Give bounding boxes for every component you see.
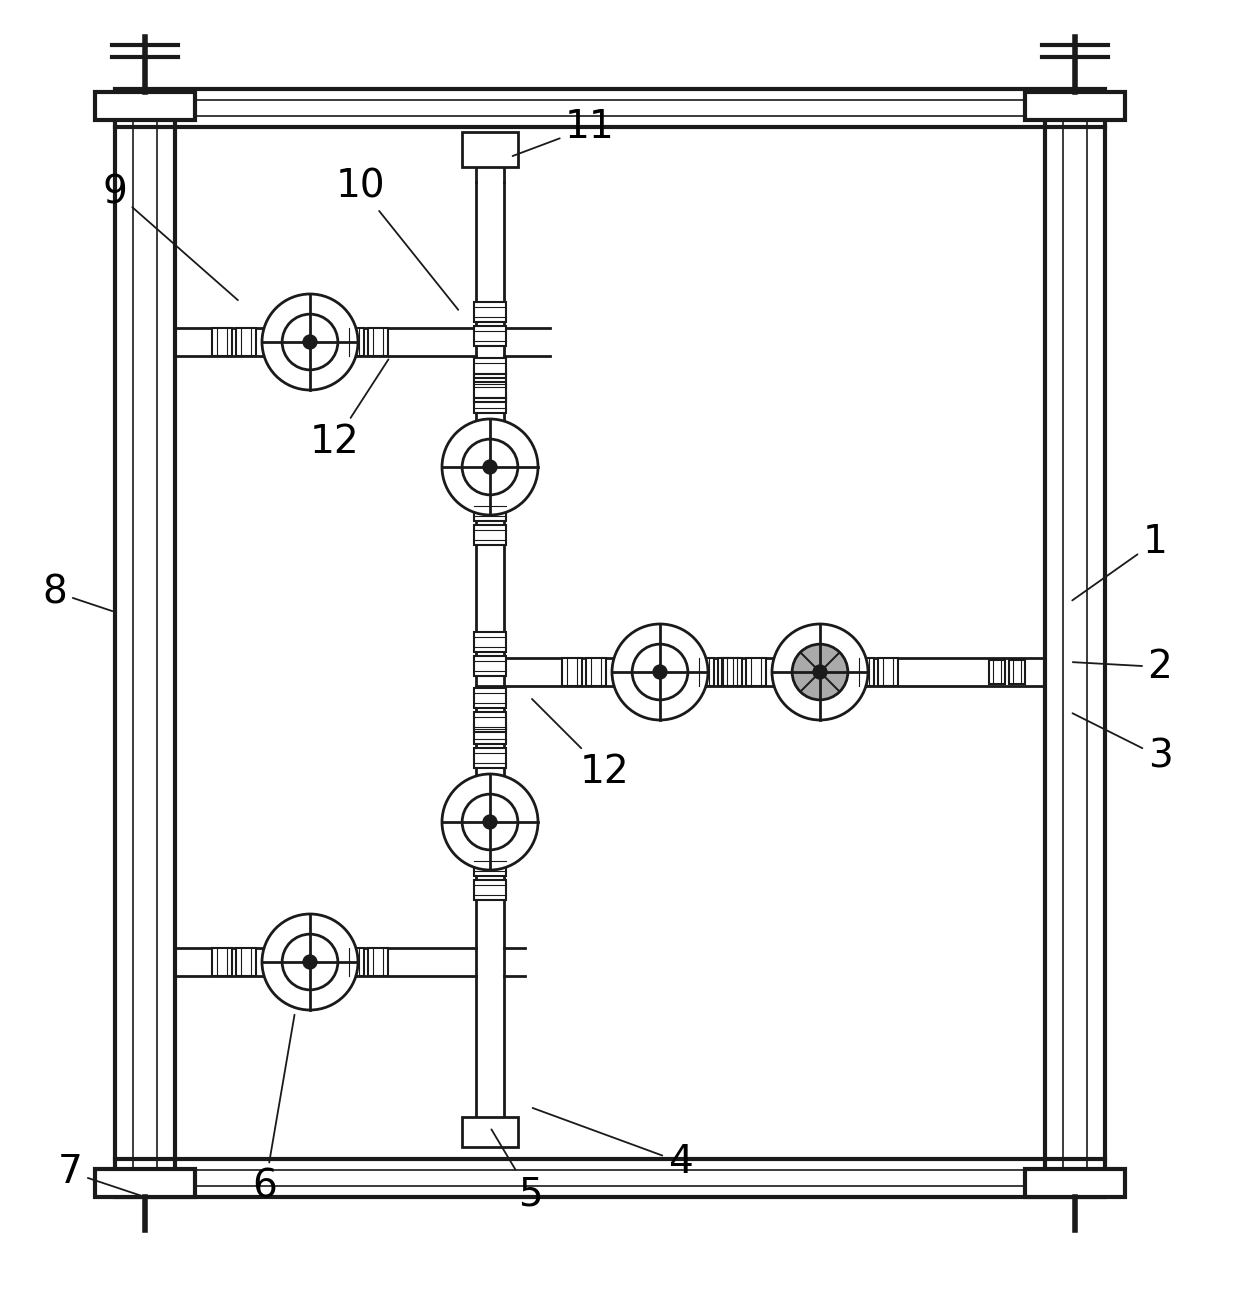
Text: 10: 10	[335, 168, 459, 310]
Bar	[474, 749, 506, 768]
Circle shape	[441, 419, 538, 516]
Circle shape	[283, 314, 337, 370]
Bar	[1009, 660, 1025, 684]
Text: 11: 11	[512, 108, 615, 156]
Bar	[562, 658, 582, 686]
Bar	[474, 326, 506, 346]
Bar	[474, 501, 506, 521]
Bar	[878, 658, 898, 686]
Text: 12: 12	[310, 359, 388, 461]
Bar	[746, 658, 766, 686]
Text: 12: 12	[532, 699, 630, 792]
Bar	[343, 328, 365, 355]
Circle shape	[262, 294, 358, 391]
Circle shape	[484, 816, 496, 828]
Circle shape	[792, 644, 848, 700]
Circle shape	[632, 644, 688, 700]
Bar	[368, 328, 388, 355]
Bar	[236, 328, 255, 355]
Bar	[474, 656, 506, 676]
Text: 4: 4	[533, 1108, 692, 1181]
Circle shape	[613, 624, 708, 720]
Bar	[694, 658, 714, 686]
Circle shape	[304, 336, 316, 348]
Circle shape	[283, 934, 337, 990]
Bar	[474, 712, 506, 732]
Bar	[236, 948, 255, 976]
Bar	[474, 724, 506, 743]
Circle shape	[813, 665, 826, 678]
Circle shape	[653, 665, 666, 678]
Bar	[474, 687, 506, 708]
Bar	[212, 328, 232, 355]
Text: 9: 9	[103, 173, 238, 301]
Bar	[474, 302, 506, 322]
Bar	[474, 358, 506, 378]
Bar	[463, 1117, 518, 1147]
Bar	[1025, 92, 1125, 120]
Bar	[474, 525, 506, 546]
Text: 6: 6	[253, 1014, 295, 1206]
Bar	[474, 880, 506, 900]
Text: 2: 2	[1073, 648, 1172, 686]
Bar	[854, 658, 874, 686]
Text: 5: 5	[491, 1129, 542, 1213]
Text: 3: 3	[1073, 713, 1172, 776]
Circle shape	[441, 773, 538, 870]
Circle shape	[304, 956, 316, 969]
Circle shape	[463, 439, 518, 495]
Bar	[474, 393, 506, 413]
Bar	[343, 948, 365, 976]
Bar	[474, 381, 506, 402]
Circle shape	[262, 914, 358, 1010]
Bar	[368, 948, 388, 976]
Text: 1: 1	[1073, 523, 1167, 600]
Circle shape	[773, 624, 868, 720]
Circle shape	[463, 794, 518, 850]
Bar	[474, 631, 506, 652]
Bar	[474, 855, 506, 876]
Bar	[722, 658, 742, 686]
Bar	[587, 658, 606, 686]
Bar	[95, 92, 195, 120]
Bar	[95, 1169, 195, 1197]
Text: 7: 7	[57, 1154, 143, 1197]
Bar	[474, 368, 506, 389]
Bar	[990, 660, 1004, 684]
Text: 8: 8	[42, 573, 113, 611]
Circle shape	[484, 461, 496, 473]
Bar	[212, 948, 232, 976]
Bar	[463, 132, 518, 167]
Bar	[1025, 1169, 1125, 1197]
Bar	[718, 658, 738, 686]
